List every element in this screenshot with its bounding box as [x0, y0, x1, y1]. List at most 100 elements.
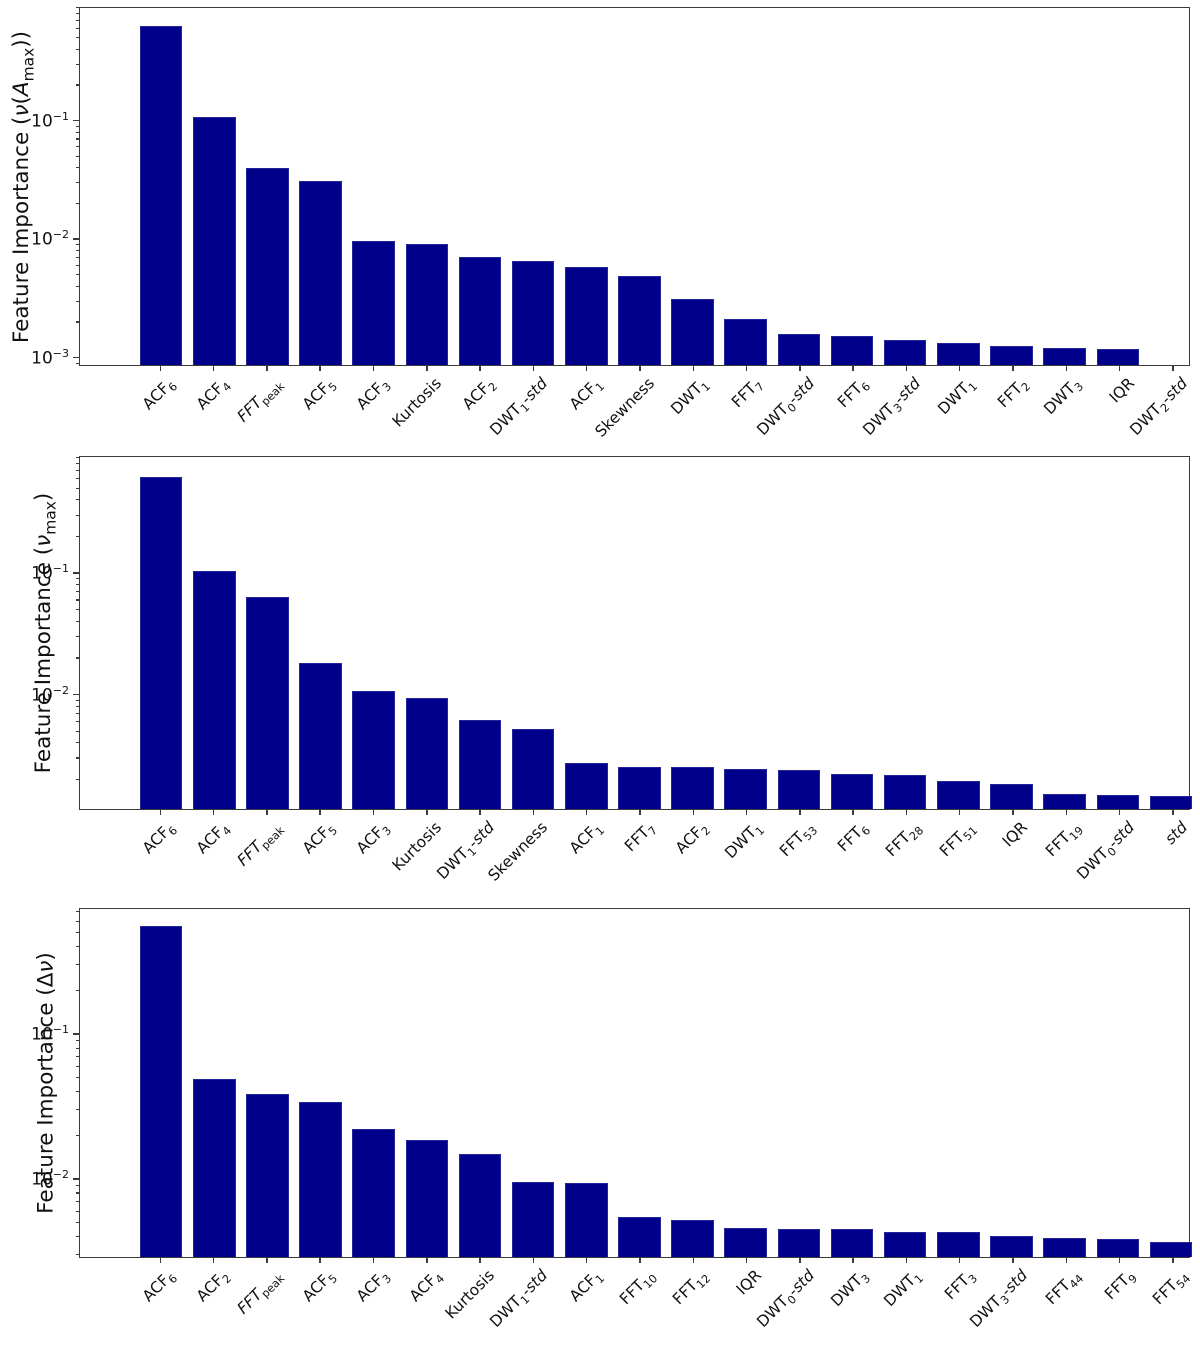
y-minor-tick	[75, 155, 79, 157]
y-major-tick	[73, 119, 79, 122]
bar	[671, 1220, 714, 1257]
y-tick-label: 10−1	[31, 109, 69, 132]
y-minor-tick	[75, 989, 79, 991]
x-tick	[692, 366, 695, 371]
bar	[565, 267, 608, 365]
y-major-tick	[73, 238, 79, 240]
y-minor-tick	[75, 264, 79, 266]
y-minor-tick	[75, 730, 79, 732]
bar	[1096, 349, 1140, 365]
bar	[1149, 1241, 1193, 1257]
bar	[618, 766, 661, 809]
bar	[139, 476, 183, 809]
x-tick	[1172, 366, 1174, 371]
bar	[139, 26, 183, 365]
y-minor-tick	[75, 1091, 79, 1093]
y-minor-tick	[75, 946, 79, 948]
y-tick-label: 10−3	[31, 346, 69, 369]
y-minor-tick	[75, 362, 79, 364]
bar	[192, 571, 236, 809]
x-tick	[799, 1258, 801, 1263]
x-tick	[1012, 366, 1014, 371]
y-minor-tick	[75, 1134, 79, 1136]
x-tick	[266, 366, 268, 371]
x-tick	[532, 366, 535, 371]
y-tick-label: 10−2	[31, 227, 69, 250]
x-tick	[1172, 810, 1174, 815]
y-minor-tick	[75, 742, 79, 744]
y-minor-tick	[75, 584, 79, 586]
x-tick	[159, 366, 162, 371]
y-minor-tick	[75, 1040, 79, 1042]
x-tick	[1118, 366, 1121, 371]
x-tick	[479, 366, 481, 371]
x-tick	[639, 366, 641, 371]
y-minor-tick	[75, 63, 79, 65]
y-tick-label: 10−2	[31, 683, 69, 705]
bar	[937, 1231, 980, 1257]
y-minor-tick	[75, 1047, 79, 1049]
x-tick	[745, 366, 748, 371]
y-minor-tick	[75, 487, 79, 489]
bar	[299, 1101, 342, 1257]
y-major-tick	[73, 572, 79, 574]
y-minor-tick	[75, 514, 79, 516]
bar	[990, 346, 1033, 365]
y-minor-tick	[75, 462, 79, 464]
bar	[990, 1235, 1033, 1257]
x-tick	[372, 810, 375, 815]
y-axis-label: Feature Importance (νmax)	[31, 492, 60, 774]
bar	[458, 1153, 502, 1257]
y-minor-tick	[75, 7, 79, 9]
bar	[246, 1093, 289, 1257]
bar	[618, 1216, 661, 1257]
y-major-tick	[73, 1178, 79, 1180]
y-major-tick	[73, 1033, 79, 1035]
x-tick	[1065, 1258, 1068, 1263]
bar	[1043, 347, 1086, 365]
x-tick	[905, 810, 908, 815]
y-major-tick	[73, 693, 79, 696]
y-minor-tick	[75, 920, 79, 922]
y-minor-tick	[75, 1109, 79, 1111]
x-tick	[905, 1258, 908, 1263]
x-tick	[905, 366, 908, 371]
y-minor-tick	[75, 609, 79, 611]
bar	[192, 116, 236, 365]
x-tick	[1065, 366, 1068, 371]
bar	[458, 719, 502, 809]
bar	[883, 775, 927, 809]
plot-area-2	[79, 456, 1193, 810]
x-tick	[1172, 1258, 1174, 1263]
plot-area-1	[79, 7, 1190, 366]
y-minor-tick	[75, 910, 79, 913]
y-minor-tick	[75, 1185, 79, 1187]
y-minor-tick	[75, 599, 79, 601]
y-minor-tick	[75, 146, 79, 148]
bar	[405, 244, 449, 365]
y-minor-tick	[75, 19, 79, 22]
y-tick-label: 10−1	[31, 1022, 69, 1045]
y-minor-tick	[75, 182, 79, 184]
y-minor-tick	[75, 274, 79, 276]
x-tick	[745, 1258, 748, 1263]
y-minor-tick	[75, 578, 79, 580]
y-minor-tick	[75, 1254, 79, 1256]
y-minor-tick	[75, 1192, 79, 1194]
bar	[565, 762, 608, 809]
y-minor-tick	[75, 300, 79, 302]
x-tick	[958, 366, 961, 371]
y-tick-label: 10−1	[31, 561, 69, 584]
x-tick	[426, 1258, 428, 1263]
x-tick	[266, 1258, 268, 1263]
y-minor-tick	[75, 138, 79, 140]
y-minor-tick	[75, 256, 79, 259]
x-tick	[1118, 1258, 1121, 1263]
bar	[511, 261, 555, 365]
bar	[352, 691, 395, 809]
bar	[830, 774, 874, 809]
y-minor-tick	[75, 636, 79, 638]
y-tick-label: 10−2	[31, 1167, 69, 1190]
y-minor-tick	[75, 202, 79, 204]
x-tick	[1118, 810, 1121, 815]
